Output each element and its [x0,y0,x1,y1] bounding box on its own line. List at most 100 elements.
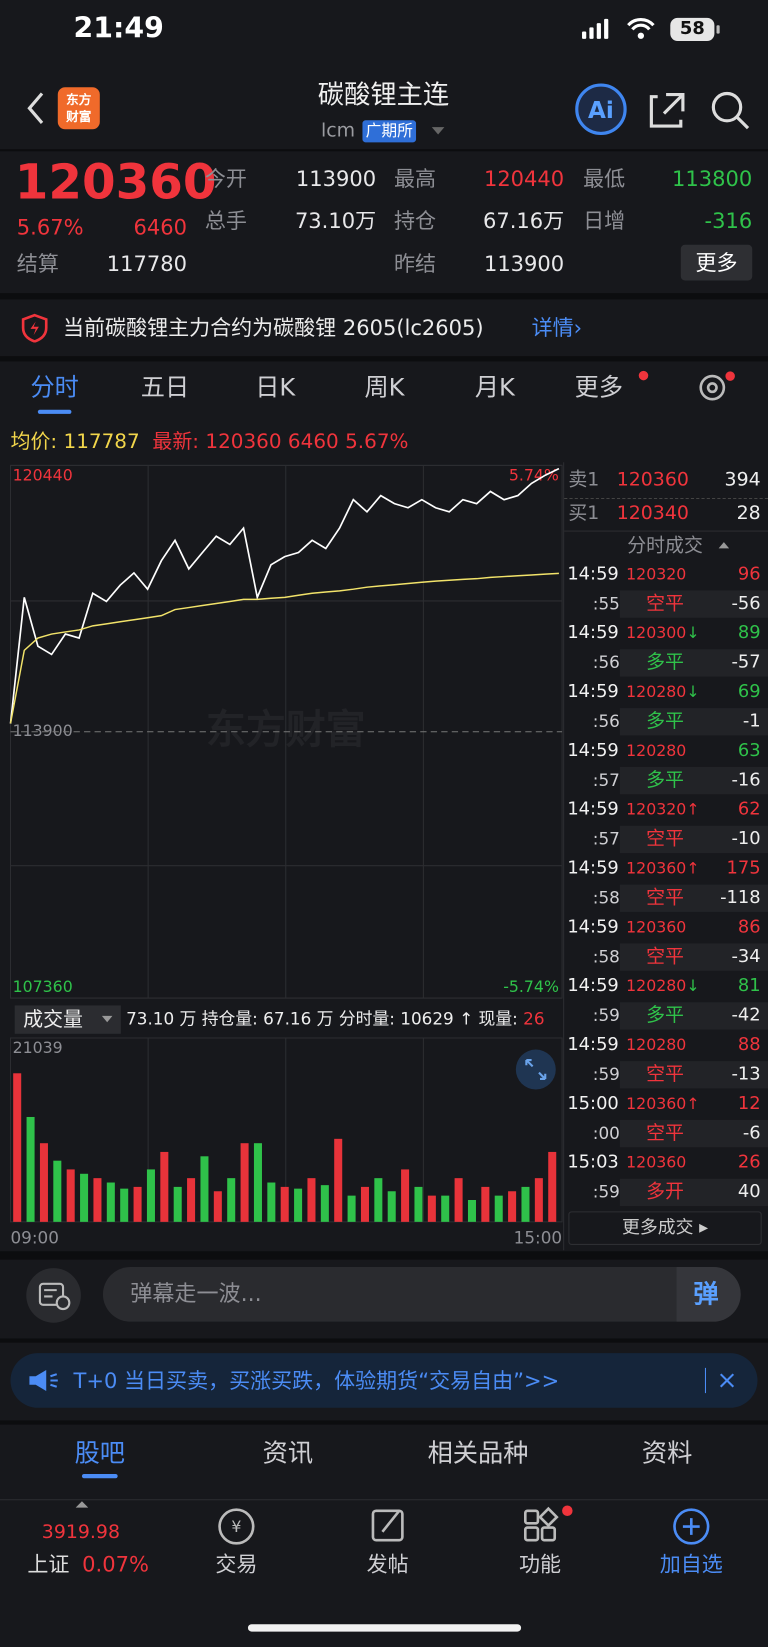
stat-value: 67.16万 [482,208,565,234]
section-underline [81,1473,118,1479]
section-tab[interactable]: 相关品种 [427,1438,529,1468]
promo-banner[interactable]: T+0 当日买卖，买涨买跌，体验期货“交易自由”>> [10,1353,758,1408]
trade-action: 多平 [646,651,684,674]
stat-label: 日增 [583,208,626,234]
trade-price-value: 120320 [626,564,687,584]
section-tab[interactable]: 资讯 [262,1438,314,1468]
avg-value: 117787 [63,430,140,454]
trade-time: 14:59 [567,740,619,762]
book-side: 买1 [568,502,600,525]
volume-bar [227,1178,236,1222]
trade-subrow-bg [619,825,768,854]
volume-bar [187,1178,196,1222]
volume-selector[interactable]: 成交量 [14,1005,121,1034]
settings-icon[interactable] [695,368,737,410]
stat-label: 昨结 [393,251,436,277]
exchange-badge: 广期所 [362,120,417,143]
dropdown-icon[interactable] [431,125,446,136]
more-trades-button[interactable]: 更多成交 ▸ [568,1211,762,1245]
trade-volume: 26 [737,1151,761,1173]
volume-bar [200,1156,209,1222]
trade-volume: 62 [737,798,761,820]
trade-price: 120280 [626,1037,686,1053]
trade-subrow-bg [619,1119,768,1148]
trade-subrow-bg [619,1061,768,1089]
volume-bar [427,1195,436,1222]
danmu-toggle[interactable] [25,1267,82,1324]
trade-second: :57 [592,770,620,791]
tab[interactable]: 五日 [140,374,190,402]
stat-label: 最低 [583,165,626,192]
current-label: 现量: [478,1008,518,1029]
trade-arrow: ↓ [686,623,700,643]
close-icon[interactable] [719,1372,736,1389]
trade-second: :58 [592,887,620,908]
nav-item[interactable]: 发帖 [366,1551,409,1577]
tab[interactable]: 更多 [574,374,624,402]
trade-price: 120300↓ [626,623,700,643]
stat-value: 120440 [483,165,565,192]
trade-subrow-bg [619,1178,768,1207]
y-tick-label: 120440 [13,465,73,484]
watermark: 东方财富 [206,707,366,753]
stat-label: 持仓 [393,208,436,234]
volume-bar [66,1169,75,1222]
tab[interactable]: 月K [474,374,515,402]
volume-bar [441,1195,450,1222]
danmu-send[interactable]: 弹 [676,1267,741,1322]
trade-second: :58 [592,946,620,967]
tab[interactable]: 分时 [30,374,79,402]
y-tick-label: 21039 [13,1038,63,1057]
volume-selector-label: 成交量 [23,1008,84,1032]
volume-bar [267,1182,276,1222]
trades-title: 分时成交 [627,534,703,557]
tab[interactable]: 周K [364,374,405,402]
more-button[interactable]: 更多 [680,244,753,281]
notice-link[interactable]: 详情› [531,315,583,341]
logo-text: 东方 [66,92,92,108]
trade-action: 空平 [646,1063,684,1086]
volume-bar [294,1188,303,1222]
nav-item[interactable]: 功能 [518,1551,562,1577]
trade-arrow: ↓ [686,976,700,996]
nav-icons: ¥ [218,1505,710,1545]
header-actions[interactable]: Ai [574,82,759,137]
trade-time: 15:00 [567,1093,619,1115]
trade-action: 多开 [646,1180,684,1203]
volume-bar [374,1178,383,1222]
svg-text:¥: ¥ [231,1517,241,1536]
danmu-input[interactable]: 弹幕走一波... 弹 [102,1267,741,1322]
trade-second: :55 [592,593,620,614]
volume-bar [454,1178,463,1222]
trade-second: :57 [592,828,620,849]
trade-price: 120360 [626,919,686,936]
book-price: 120340 [616,502,689,525]
trade-arrow: ↑ [686,800,700,819]
volume-bar [307,1178,316,1222]
tab[interactable]: 日K [255,374,296,402]
volume-bar [347,1195,356,1222]
trade-action: 多平 [646,769,684,792]
trade-price-value: 120300 [626,623,687,643]
back-button[interactable] [21,89,53,127]
trade-second: :59 [592,1005,620,1026]
volume-bar [534,1178,543,1222]
trade-volume: 88 [737,1034,761,1056]
trade-oi-change: -16 [731,769,761,791]
index-value: 3919.98 [41,1521,120,1544]
nav-item[interactable]: 交易 [215,1551,258,1577]
danmu-placeholder: 弹幕走一波... [130,1281,262,1307]
trade-oi-change: -118 [720,887,761,909]
section-tab[interactable]: 资料 [641,1438,693,1468]
index-name: 上证 [27,1551,70,1577]
volume-total: 73.10 万 [126,1008,197,1029]
volume-bar [494,1195,503,1222]
nav-item[interactable]: 加自选 [659,1551,723,1577]
trade-oi-change: -10 [731,828,761,850]
stat-value: 113900 [483,251,565,277]
y2-tick-label: 5.74% [509,465,559,484]
latest-label: 最新: [152,430,200,454]
section-tab[interactable]: 股吧 [74,1438,126,1468]
period-label: 分时量: [338,1008,395,1029]
volume-bar [467,1200,476,1222]
